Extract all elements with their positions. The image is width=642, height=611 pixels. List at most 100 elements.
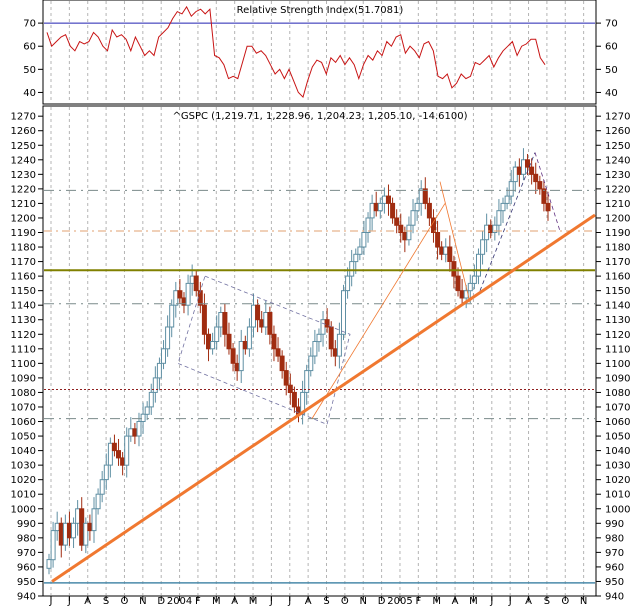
y-tick-label-left: 1000: [11, 504, 36, 515]
y-tick-label-left: 1020: [11, 475, 36, 486]
candle-down: [242, 341, 248, 350]
candle-down: [426, 202, 432, 219]
candle-down: [435, 232, 441, 248]
x-tick-label: M: [212, 596, 221, 607]
candle-up: [161, 348, 166, 364]
candle-down: [177, 290, 183, 299]
x-tick-label: A: [525, 596, 532, 607]
x-tick-label: M: [469, 596, 478, 607]
candle-up: [357, 246, 363, 255]
y-tick-label-right: 1200: [605, 213, 630, 224]
candle-down: [283, 370, 289, 386]
x-tick-label: N: [580, 596, 587, 607]
candle-up: [62, 522, 68, 546]
candle-up: [410, 210, 416, 226]
candle-up: [124, 435, 130, 466]
y-tick-label-left: 1270: [11, 112, 36, 123]
y-tick-label-right: 1230: [605, 170, 630, 181]
candle-down: [516, 166, 522, 175]
x-tick-label: S: [544, 596, 550, 607]
candle-down: [230, 348, 236, 364]
y-tick-label-right: 960: [605, 562, 624, 573]
y-tick-label-left: 1180: [11, 243, 36, 254]
candle-down: [447, 246, 453, 262]
y-tick-label-left: 1120: [11, 330, 36, 341]
candle-down: [111, 442, 117, 452]
candle-up: [521, 159, 526, 175]
candle-down: [58, 522, 64, 546]
rsi-title: Relative Strength Index(51.7081): [237, 5, 404, 16]
candle-up: [189, 275, 195, 284]
candle-up: [406, 224, 412, 241]
candle-down: [402, 232, 408, 241]
y-tick-label-left: 1150: [11, 286, 36, 297]
x-tick-label: O: [561, 596, 569, 607]
y-tick-label-left: 970: [17, 548, 36, 559]
candle-up: [218, 312, 224, 328]
candle-down: [287, 384, 293, 394]
y-tick-label-left: 1010: [11, 490, 36, 501]
rsi-tick-label-right: 60: [605, 42, 618, 53]
x-tick-label: A: [231, 596, 238, 607]
x-tick-label: J: [49, 596, 53, 607]
y-tick-label-right: 1220: [605, 184, 630, 195]
candle-up: [136, 421, 142, 437]
y-tick-label-right: 1050: [605, 432, 630, 443]
candle-down: [67, 522, 72, 539]
y-tick-label-left: 1200: [11, 213, 36, 224]
candle-up: [504, 195, 510, 204]
y-tick-label-left: 1160: [11, 272, 36, 283]
candle-down: [541, 188, 547, 204]
candle-down: [324, 319, 330, 328]
candle-up: [304, 370, 310, 393]
x-tick-label: M: [432, 596, 441, 607]
candle-up: [246, 326, 252, 350]
y-tick-label-left: 1170: [11, 257, 36, 268]
y-tick-label-left: 1130: [11, 315, 36, 326]
candle-down: [373, 202, 379, 212]
candle-down: [279, 355, 285, 372]
grid-lines: [50, 1, 585, 595]
candle-up: [418, 188, 424, 204]
candle-down: [193, 275, 199, 292]
rsi-series-line: [46, 5, 546, 99]
candle-down: [537, 181, 543, 190]
y-tick-label-left: 1240: [11, 155, 36, 166]
candle-up: [99, 479, 105, 495]
rsi-tick-label-left: 50: [23, 65, 36, 76]
candle-down: [386, 195, 391, 204]
price-title: ^GSPC (1,219.71, 1,228.96, 1,204.23, 1,2…: [173, 111, 468, 122]
candle-down: [291, 391, 297, 408]
candle-up: [83, 522, 89, 546]
y-tick-label-right: 1130: [605, 315, 630, 326]
y-tick-label-right: 1000: [605, 504, 630, 515]
y-tick-label-right: 990: [605, 519, 624, 530]
candle-up: [169, 304, 175, 328]
y-tick-label-right: 940: [605, 592, 624, 603]
y-tick-label-right: 1040: [605, 446, 630, 457]
candle-up: [75, 508, 81, 524]
y-tick-label-right: 950: [605, 577, 624, 588]
candle-up: [500, 202, 506, 212]
x-tick-label: O: [341, 596, 349, 607]
candle-up: [238, 341, 244, 372]
price-layer: [46, 148, 551, 575]
rsi-tick-label-left: 70: [23, 19, 36, 30]
candle-up: [476, 253, 481, 277]
candle-down: [525, 159, 530, 168]
y-tick-label-left: 990: [17, 519, 36, 530]
candle-up: [71, 522, 76, 539]
candle-down: [201, 304, 207, 335]
y-tick-label-left: 1190: [11, 228, 36, 239]
y-tick-label-left: 1210: [11, 199, 36, 210]
candle-up: [50, 530, 56, 561]
y-tick-label-right: 1160: [605, 272, 630, 283]
y-tick-label-left: 1250: [11, 141, 36, 152]
candle-up: [480, 239, 486, 255]
candle-up: [316, 333, 322, 343]
x-tick-label: F: [415, 596, 421, 607]
y-tick-label-left: 1080: [11, 388, 36, 399]
candle-down: [259, 319, 265, 328]
